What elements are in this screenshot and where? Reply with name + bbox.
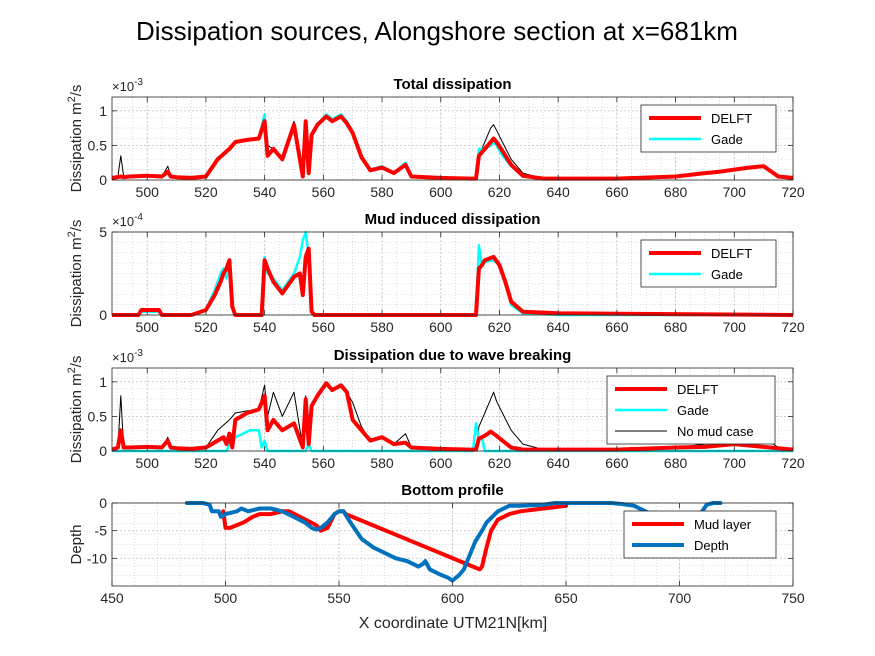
- x-tick-label: 560: [312, 319, 336, 335]
- series-line-delft: [112, 114, 793, 181]
- x-tick-label: 600: [429, 455, 453, 471]
- axis-multiplier: ×10-3: [112, 348, 143, 365]
- subplots: 500 520 540 560 580 600 620 640 660 680 700 72000.5…: [66, 76, 805, 606]
- x-tick-label: 500: [136, 319, 160, 335]
- y-tick-label: 0: [99, 172, 107, 188]
- legend-label: Mud layer: [694, 517, 752, 532]
- y-tick-label: 0: [99, 443, 107, 459]
- x-tick-label: 450: [100, 590, 124, 606]
- x-tick-label: 700: [668, 590, 692, 606]
- legend-label: No mud case: [677, 424, 754, 439]
- y-tick-label: 0.5: [88, 408, 108, 424]
- x-tick-label: 600: [429, 184, 453, 200]
- legend-label: DELFT: [711, 246, 752, 261]
- y-tick-label: 5: [99, 224, 107, 240]
- series-line-delft: [112, 381, 793, 452]
- x-tick-label: 660: [605, 319, 629, 335]
- y-axis-label: Dissipation m2/s: [66, 85, 85, 193]
- x-tick-label: 620: [488, 184, 512, 200]
- legend-box: [640, 239, 777, 288]
- legend: DELFT Gade No mud case: [606, 375, 776, 445]
- x-tick-label: 650: [554, 590, 578, 606]
- x-tick-label: 500: [136, 455, 160, 471]
- legend-label: Gade: [711, 267, 743, 282]
- x-tick-label: 540: [253, 184, 277, 200]
- x-tick-label: 520: [194, 319, 218, 335]
- x-tick-label: 720: [781, 184, 805, 200]
- y-tick-label: 1: [99, 103, 107, 119]
- x-tick-label: 700: [723, 455, 747, 471]
- subplot-2: 500 520 540 560 580 600 620 640 660 680 700 720 0 5 ×1…: [66, 211, 805, 335]
- series-line-mud-layer: [221, 503, 568, 572]
- x-tick-label: 540: [253, 319, 277, 335]
- subplot-3: 500 520 540 560 580 600 620 640 660 680 700 720 0 0.5…: [66, 347, 805, 471]
- x-tick-label: 600: [429, 319, 453, 335]
- y-tick-label: -10: [87, 550, 107, 566]
- series-line-depth: [184, 501, 723, 583]
- x-tick-label: 750: [781, 590, 805, 606]
- subplot-1: 500 520 540 560 580 600 620 640 660 680 700 720 0 0.5…: [66, 76, 805, 200]
- x-tick-label: 640: [546, 455, 570, 471]
- subplot-title: Dissipation due to wave breaking: [334, 347, 572, 364]
- y-axis-label: Dissipation m2/s: [66, 220, 85, 328]
- x-tick-label: 500: [136, 184, 160, 200]
- axis-multiplier: ×10-4: [112, 212, 143, 229]
- legend: DELFT Gade: [640, 104, 777, 153]
- axes-frame: [111, 367, 794, 452]
- x-tick-label: 660: [605, 184, 629, 200]
- subplot-title: Bottom profile: [401, 482, 504, 499]
- x-tick-label: 660: [605, 455, 629, 471]
- x-tick-label: 560: [312, 184, 336, 200]
- x-tick-label: 580: [370, 455, 394, 471]
- legend-box: [623, 510, 777, 559]
- x-tick-label: 600: [441, 590, 465, 606]
- y-tick-label: 1: [99, 374, 107, 390]
- legend: Mud layer Depth: [623, 510, 777, 559]
- x-tick-label: 720: [781, 319, 805, 335]
- legend-label: Depth: [694, 538, 729, 553]
- axes-frame: [111, 231, 794, 316]
- axes-frame: [111, 96, 794, 181]
- legend-label: DELFT: [677, 382, 718, 397]
- x-tick-label: 550: [327, 590, 351, 606]
- subplot-4: 450 500 550 600 650 700 750 0 -5 -10 Bottom profil…: [68, 482, 805, 606]
- legend-label: Gade: [711, 132, 743, 147]
- x-tick-label: 680: [664, 455, 688, 471]
- y-tick-label: 0.5: [88, 137, 108, 153]
- x-tick-label: 700: [723, 319, 747, 335]
- x-tick-label: 540: [253, 455, 277, 471]
- y-tick-label: 0: [99, 307, 107, 323]
- subplot-title: Total dissipation: [393, 76, 511, 93]
- legend: DELFT Gade: [640, 239, 777, 288]
- x-tick-label: 560: [312, 455, 336, 471]
- y-tick-label: -5: [95, 523, 108, 539]
- x-tick-label: 720: [781, 455, 805, 471]
- x-axis-label: X coordinate UTM21N[km]: [359, 615, 548, 632]
- x-tick-label: 520: [194, 455, 218, 471]
- x-tick-label: 620: [488, 455, 512, 471]
- series-group: [112, 113, 793, 181]
- figure-title: Dissipation sources, Alongshore section …: [136, 16, 738, 46]
- x-tick-label: 640: [546, 319, 570, 335]
- x-tick-label: 680: [664, 184, 688, 200]
- legend-box: [640, 104, 777, 153]
- x-tick-label: 580: [370, 184, 394, 200]
- x-tick-label: 680: [664, 319, 688, 335]
- subplot-title: Mud induced dissipation: [365, 211, 541, 228]
- x-tick-label: 500: [214, 590, 238, 606]
- x-tick-label: 620: [488, 319, 512, 335]
- y-axis-label: Dissipation m2/s: [66, 356, 85, 464]
- y-axis-label: Depth: [68, 524, 85, 564]
- x-tick-label: 640: [546, 184, 570, 200]
- axis-multiplier: ×10-3: [112, 77, 143, 94]
- legend-label: DELFT: [711, 111, 752, 126]
- x-tick-label: 580: [370, 319, 394, 335]
- x-tick-label: 520: [194, 184, 218, 200]
- x-tick-label: 700: [723, 184, 747, 200]
- legend-label: Gade: [677, 403, 709, 418]
- y-tick-label: 0: [99, 495, 107, 511]
- series-group: [184, 501, 723, 583]
